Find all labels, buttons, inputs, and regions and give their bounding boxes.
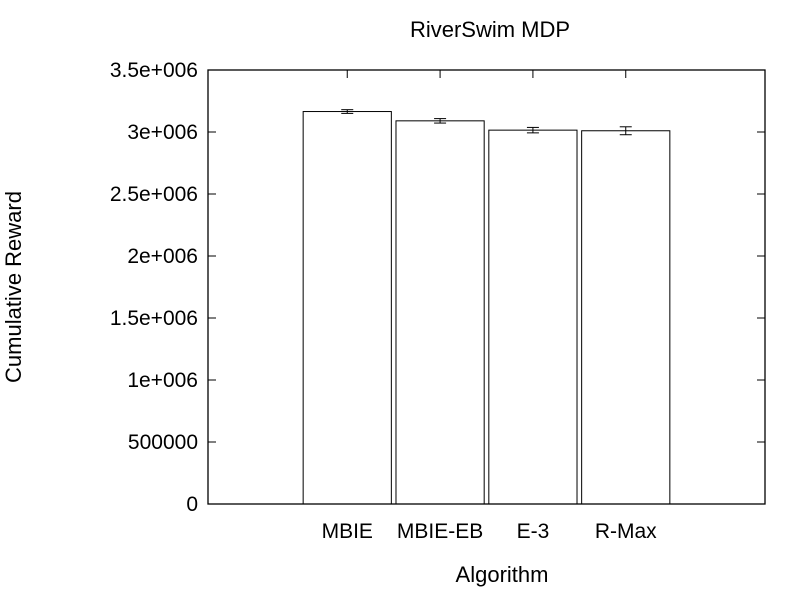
y-tick-label: 2.5e+006 — [110, 183, 198, 206]
y-tick-label: 3.5e+006 — [110, 59, 198, 82]
y-tick-label: 500000 — [128, 431, 198, 454]
chart-title: RiverSwim MDP — [410, 17, 570, 42]
bar-mbie — [302, 111, 392, 505]
x-tick-label: MBIE — [322, 520, 373, 543]
x-tick-label: MBIE-EB — [397, 520, 483, 543]
bar-e-3 — [488, 129, 578, 505]
y-tick-label: 2e+006 — [127, 245, 198, 268]
plot-frame — [207, 69, 766, 505]
y-tick-label: 1e+006 — [127, 369, 198, 392]
y-axis-label: Cumulative Reward — [1, 191, 26, 383]
y-tick-label: 0 — [186, 493, 198, 516]
y-tick-label: 3e+006 — [127, 121, 198, 144]
x-tick-label: R-Max — [595, 520, 657, 543]
y-axis: 0 500000 1e+006 1.5e+006 2e+006 2.5e+006 3e+00… — [110, 59, 765, 516]
bars-group — [302, 109, 671, 505]
y-tick-label: 1.5e+006 — [110, 307, 198, 330]
x-axis-label: Algorithm — [456, 562, 549, 587]
x-tick-label: E-3 — [517, 520, 550, 543]
x-axis: MBIE MBIE-EB E-3 R-Max — [322, 70, 657, 543]
bar-r-max — [581, 130, 671, 505]
bar-mbie-eb — [395, 120, 485, 505]
